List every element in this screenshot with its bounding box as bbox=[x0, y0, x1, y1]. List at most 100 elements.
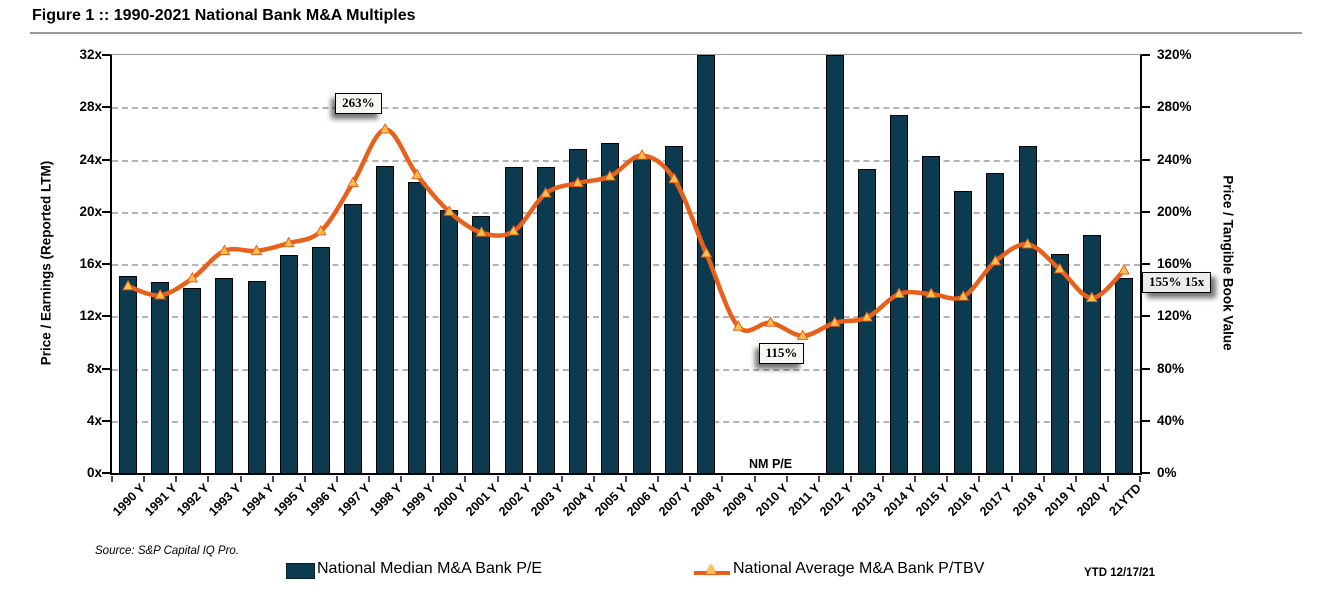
y-left-tick-label: 20x bbox=[79, 203, 102, 219]
bar-1990 Y bbox=[119, 275, 138, 473]
bar-1998 Y bbox=[376, 166, 395, 473]
x-axis-tickmark bbox=[1074, 476, 1077, 482]
x-axis-tickmark bbox=[239, 476, 242, 482]
x-axis-tickmark bbox=[592, 476, 595, 482]
x-axis-tickmark bbox=[849, 476, 852, 482]
bar-1996 Y bbox=[311, 247, 330, 473]
x-axis-tickmark bbox=[175, 476, 178, 482]
line-marker-2015 Y bbox=[925, 287, 938, 299]
bar-21YTD bbox=[1114, 278, 1133, 473]
y-right-axis-title: Price / Tangible Book Value bbox=[1220, 175, 1236, 351]
legend-bar-label: National Median M&A Bank P/E bbox=[317, 560, 543, 577]
y-left-tickmark bbox=[102, 263, 110, 265]
y-left-tickmark bbox=[102, 106, 110, 109]
bar-2015 Y bbox=[922, 155, 941, 473]
y-right-tick-label: 240% bbox=[1157, 151, 1192, 167]
bar-2004 Y bbox=[568, 149, 587, 473]
y-right-tick-label: 80% bbox=[1157, 360, 1185, 376]
x-axis-tickmark bbox=[753, 476, 756, 482]
line-marker-2003 Y bbox=[539, 186, 552, 198]
x-axis-tickmark bbox=[721, 476, 724, 482]
y-right-tickmark bbox=[1142, 472, 1150, 474]
bar-2005 Y bbox=[600, 142, 619, 473]
ptbv-line bbox=[125, 127, 1127, 339]
y-right-tickmark bbox=[1142, 419, 1150, 422]
x-axis-tickmark bbox=[978, 476, 981, 482]
gridline bbox=[112, 368, 1140, 371]
line-marker-2007 Y bbox=[668, 172, 681, 184]
x-axis-tickmark bbox=[207, 476, 210, 482]
bar-1997 Y bbox=[343, 203, 362, 473]
x-axis-tickmark bbox=[1010, 476, 1013, 482]
line-marker-2012 Y bbox=[828, 316, 841, 327]
line-marker-2017 Y bbox=[989, 254, 1002, 266]
line-marker-2002 Y bbox=[507, 224, 520, 236]
x-axis-tickmark bbox=[335, 476, 338, 482]
gridline bbox=[112, 107, 1140, 110]
x-axis-tickmark bbox=[432, 476, 435, 482]
source-note: Source: S&P Capital IQ Pro. bbox=[95, 545, 240, 557]
line-marker-1991 Y bbox=[154, 288, 167, 300]
x-axis-tickmark bbox=[689, 476, 692, 482]
x-axis-tickmark bbox=[1106, 476, 1109, 482]
bar-1992 Y bbox=[183, 287, 202, 473]
x-axis-tickmark bbox=[368, 476, 370, 482]
x-axis-tickmark bbox=[560, 476, 563, 482]
y-left-tick-label: 8x bbox=[86, 360, 102, 376]
ytd-note: YTD 12/17/21 bbox=[1084, 567, 1155, 579]
line-marker-1990 Y bbox=[122, 279, 134, 291]
bar-1991 Y bbox=[151, 282, 170, 473]
line-marker-2004 Y bbox=[571, 176, 584, 188]
y-right-tickmark bbox=[1142, 210, 1150, 213]
line-marker-2008 Y bbox=[700, 247, 713, 258]
y-left-tickmark bbox=[102, 158, 110, 161]
line-marker-2019 Y bbox=[1053, 262, 1066, 274]
y-right-tick-label: 320% bbox=[1157, 47, 1192, 62]
bar-1999 Y bbox=[408, 181, 427, 473]
y-left-tick-label: 32x bbox=[79, 47, 102, 62]
y-left-tick-label: 12x bbox=[79, 308, 102, 324]
y-right-tick-label: 200% bbox=[1157, 203, 1192, 219]
line-marker-2011 Y bbox=[796, 329, 809, 340]
y-left-tickmark bbox=[102, 419, 110, 422]
x-axis-tickmark bbox=[528, 476, 531, 482]
line-marker-2010 Y bbox=[764, 316, 777, 327]
bar-2007 Y bbox=[665, 146, 684, 473]
y-left-tickmark bbox=[102, 315, 110, 318]
bar-1995 Y bbox=[279, 254, 298, 473]
y-right-tickmark bbox=[1142, 106, 1150, 109]
line-marker-1995 Y bbox=[282, 236, 295, 248]
callout-263-: 263% bbox=[335, 93, 382, 115]
y-right-tick-label: 0% bbox=[1157, 465, 1177, 480]
x-axis-tickmark bbox=[914, 476, 917, 482]
y-right-tick-label: 40% bbox=[1157, 412, 1185, 428]
y-left-tickmark bbox=[102, 472, 110, 474]
ptbv-line-chart bbox=[122, 122, 1130, 340]
line-marker-1993 Y bbox=[218, 244, 231, 255]
callout-115-: 115% bbox=[758, 342, 805, 364]
y-right-tickmark bbox=[1142, 367, 1150, 370]
line-marker-2013 Y bbox=[861, 311, 873, 322]
x-axis-tickmark bbox=[111, 476, 113, 482]
bar-2002 Y bbox=[504, 167, 523, 473]
plot-area: 0x 4x 8x 12x 16x 20x 24x 28x 32x 0% 40% 80% 120% 160%… bbox=[79, 47, 1212, 519]
gridline bbox=[112, 159, 1140, 162]
line-marker-2016 Y bbox=[957, 290, 970, 301]
x-axis-tickmark bbox=[303, 476, 306, 482]
line-marker-1996 Y bbox=[314, 224, 327, 236]
legend-line-label: National Average M&A Bank P/TBV bbox=[733, 560, 985, 577]
y-left-axis-title: Price / Earnings (Reported LTM) bbox=[38, 160, 54, 366]
bar-2012 Y bbox=[825, 55, 844, 473]
bar-1994 Y bbox=[247, 280, 266, 473]
page-title: Figure 1 :: 1990-2021 National Bank M&A … bbox=[32, 7, 416, 24]
line-marker-1999 Y bbox=[411, 168, 424, 180]
y-right-tickmark bbox=[1142, 158, 1150, 161]
line-marker-1992 Y bbox=[186, 271, 199, 283]
x-axis-tickmark bbox=[400, 476, 403, 482]
line-marker-2001 Y bbox=[475, 226, 488, 237]
y-right-tick-label: 280% bbox=[1157, 99, 1192, 115]
gridline bbox=[112, 211, 1140, 214]
x-axis-tickmark bbox=[785, 476, 788, 482]
x-axis-tickmark bbox=[464, 476, 467, 482]
